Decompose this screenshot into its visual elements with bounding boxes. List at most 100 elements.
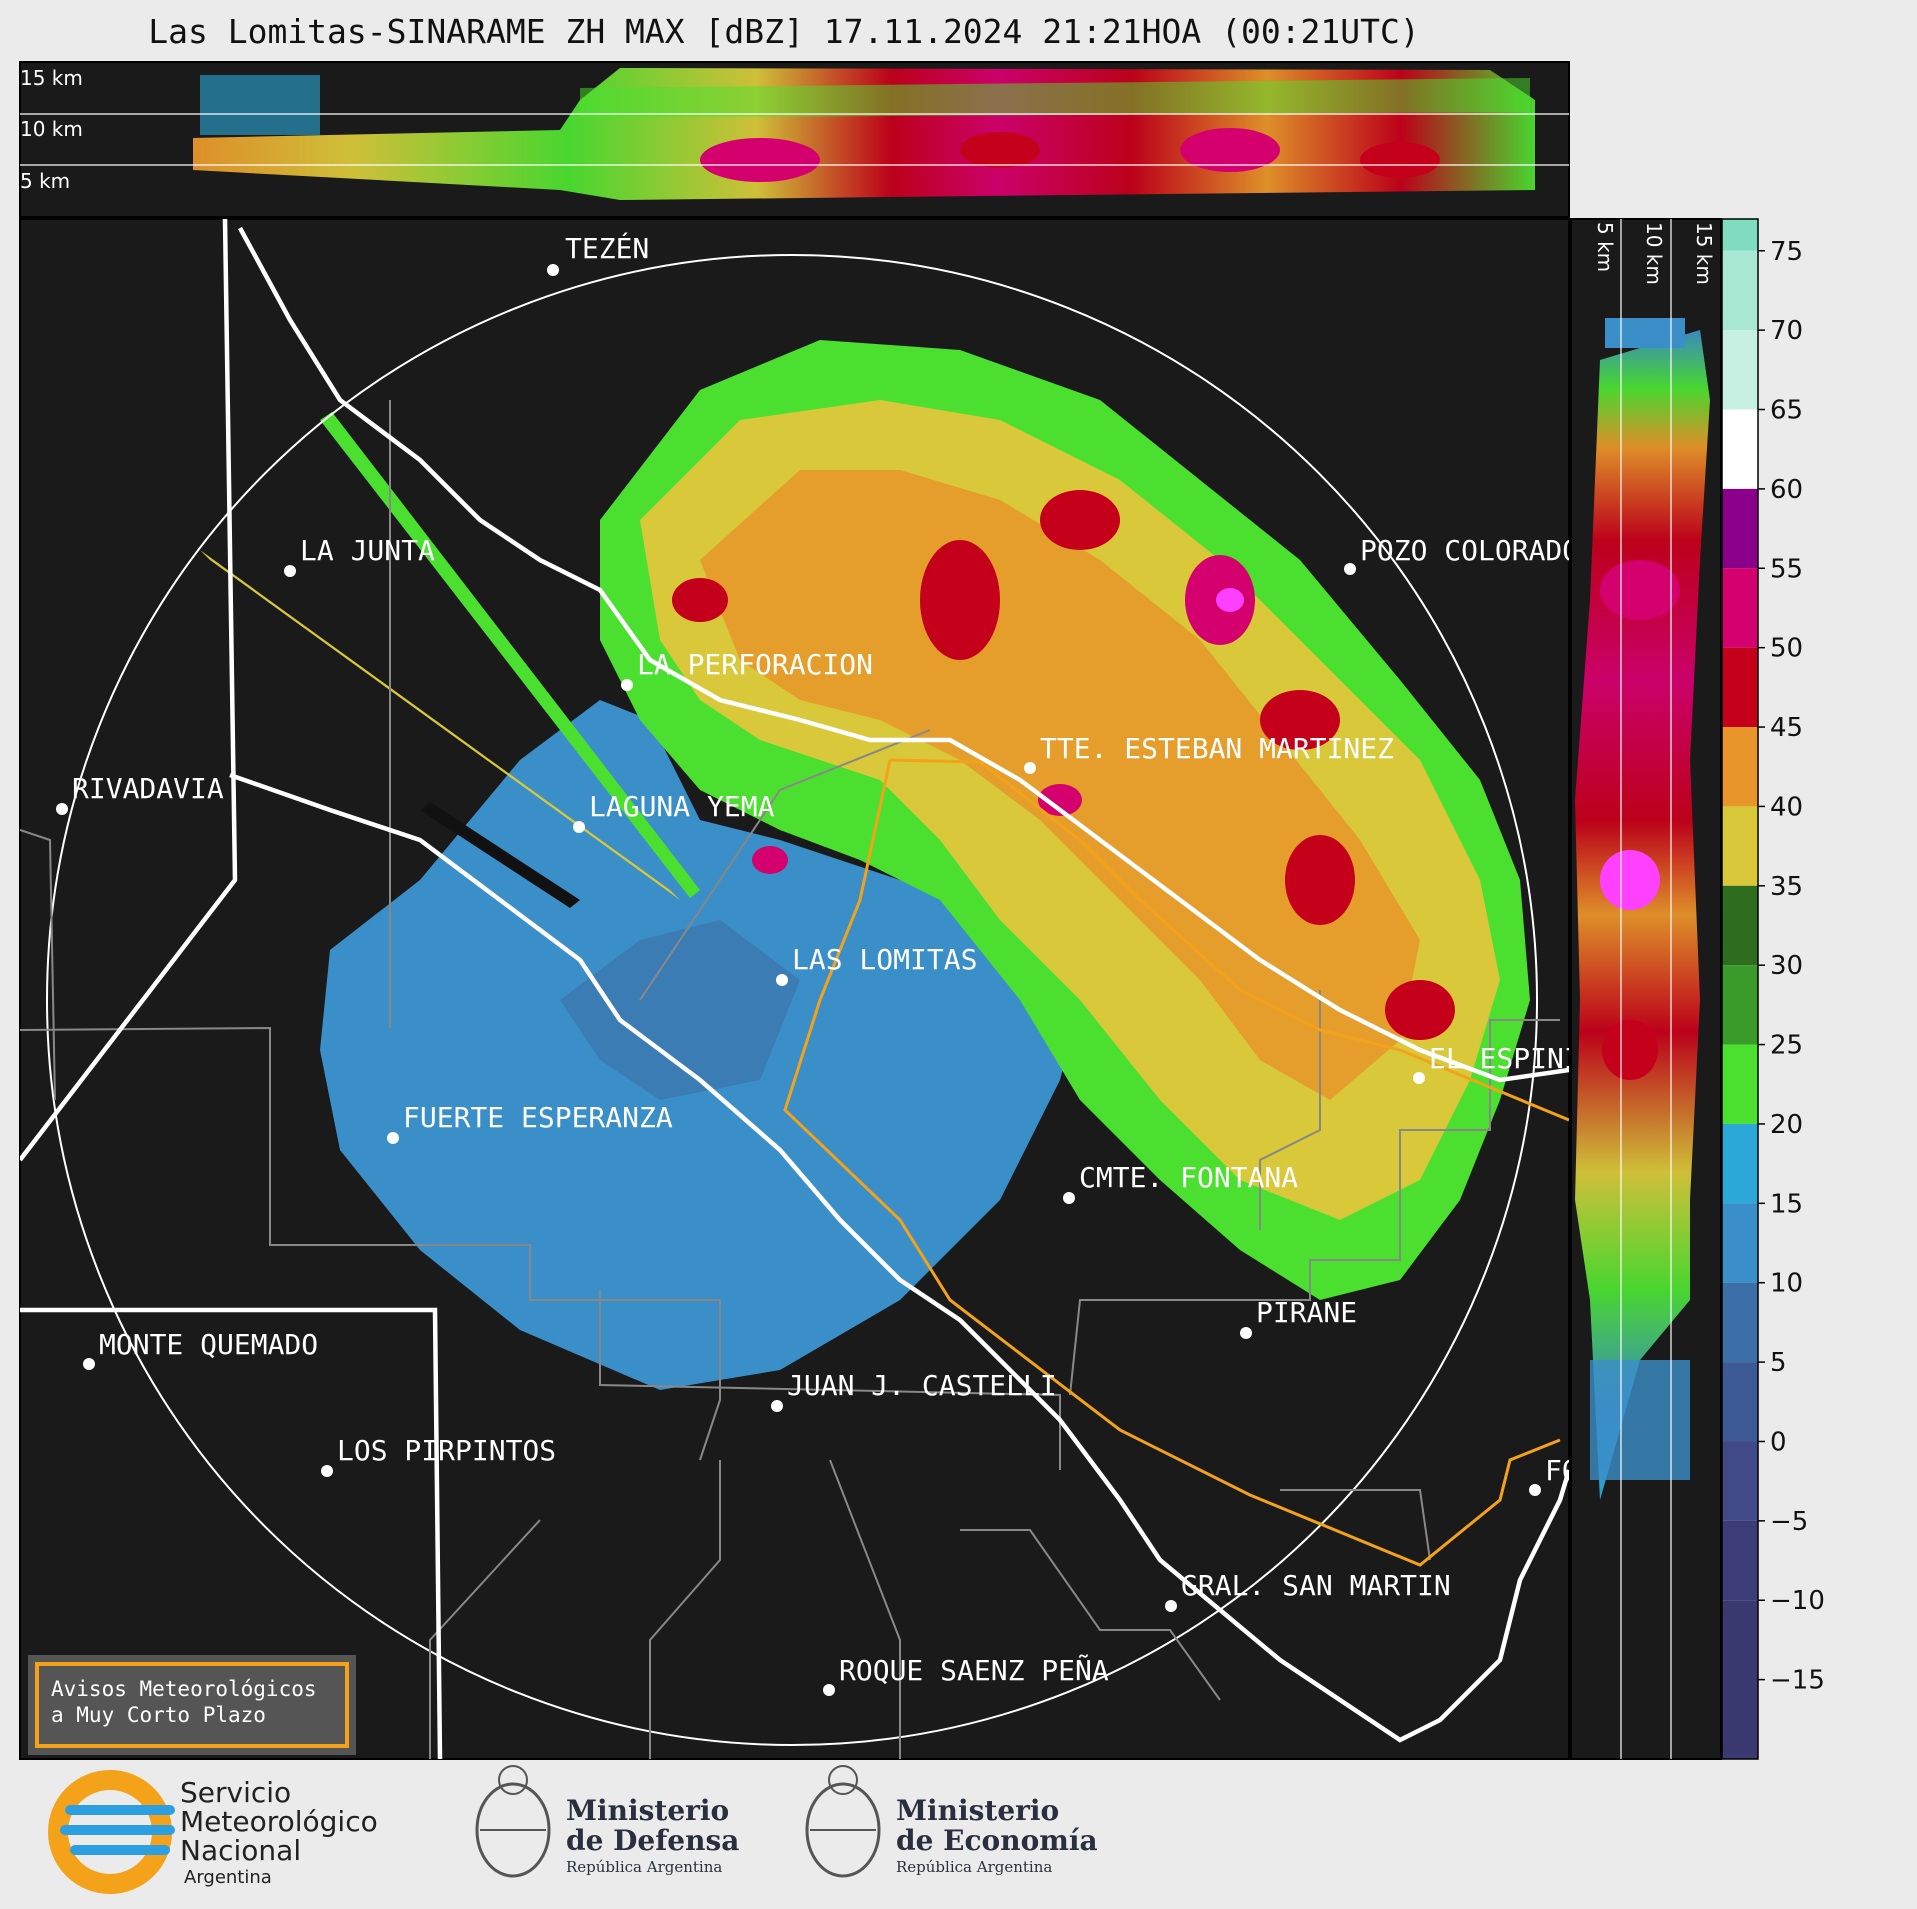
notice-line2: a Muy Corto Plazo (51, 1703, 266, 1727)
economia-line1: Ministerio (896, 1794, 1059, 1827)
place-label-el-espinillo: EL ESPINILLO (1429, 1042, 1631, 1075)
marker-el-espinillo (1413, 1072, 1425, 1084)
colorbar-tick-label: 75 (1770, 237, 1803, 267)
colorbar-segment (1722, 409, 1758, 489)
marker-los-pirpintos (321, 1465, 333, 1477)
colorbar-segment (1722, 727, 1758, 807)
side-height-label-5: 5 km (1593, 222, 1617, 272)
place-label-formosa: FORMOSA (1545, 1454, 1663, 1487)
colorbar-tick-label: 55 (1770, 554, 1803, 584)
side-height-label-10: 10 km (1642, 222, 1666, 285)
footer: Servicio Meteorológico Nacional Argentin… (48, 1765, 1098, 1894)
place-label-monte-quemado: MONTE QUEMADO (99, 1328, 318, 1361)
side-height-label-15: 15 km (1692, 222, 1716, 285)
orange-zone-line (889, 758, 1569, 1122)
defensa-line2: de Defensa (566, 1824, 739, 1857)
notice-line1: Avisos Meteorológicos (51, 1677, 317, 1701)
marker-rivadavia (56, 803, 68, 815)
place-label-fuerte-esperanza: FUERTE ESPERANZA (403, 1101, 673, 1134)
marker-gral-san-martin (1165, 1600, 1177, 1612)
top-echo-band (193, 68, 1535, 200)
colorbar-tick-label: 70 (1770, 316, 1803, 346)
smn-line3: Nacional (180, 1834, 301, 1867)
coat-of-arms-icon (805, 1782, 881, 1878)
place-label-los-pirpintos: LOS PIRPINTOS (337, 1434, 556, 1467)
marker-pozo-colorado (1344, 563, 1356, 575)
colorbar-segment (1722, 1362, 1758, 1442)
place-label-laguna-yema: LAGUNA YEMA (589, 790, 775, 823)
colorbar-segment (1722, 1203, 1758, 1283)
top-height-label-10: 10 km (20, 117, 83, 141)
top-height-label-15: 15 km (20, 66, 83, 90)
place-label-cmte-fontana: CMTE. FONTANA (1079, 1161, 1298, 1194)
place-label-juan-j-castelli: JUAN J. CASTELLI (787, 1369, 1057, 1402)
colorbar-tick-label: 5 (1770, 1348, 1787, 1378)
colorbar-tick-label: 25 (1770, 1031, 1803, 1061)
colorbar-tick-label: 20 (1770, 1110, 1803, 1140)
marker-laguna-yema (573, 821, 585, 833)
smn-wave-icon (65, 1805, 175, 1815)
colorbar-tick-label: 65 (1770, 396, 1803, 426)
colorbar-tick-label: −10 (1770, 1586, 1825, 1616)
colorbar-segment (1722, 330, 1758, 410)
colorbar-segment (1722, 1441, 1758, 1521)
smn-logo: Servicio Meteorológico Nacional Argentin… (48, 1770, 378, 1894)
colorbar-frame (1721, 218, 1759, 1760)
radar-map: TEZÉN LA JUNTA POZO COLORADO LA PERFORAC… (19, 218, 1663, 1760)
place-label-tte-esteban-martinez: TTE. ESTEBAN MARTINEZ (1040, 732, 1394, 765)
marker-fuerte-esperanza (387, 1132, 399, 1144)
colorbar-segment (1722, 1044, 1758, 1124)
marker-cmte-fontana (1063, 1192, 1075, 1204)
smn-line2: Meteorológico (180, 1805, 378, 1838)
side-cross-section: 5 km 10 km 15 km (1570, 218, 1722, 1760)
colorbar-segment (1722, 965, 1758, 1045)
colorbar-segment (1722, 885, 1758, 966)
colorbar-segment (1722, 568, 1758, 648)
marker-tte-esteban-martinez (1024, 762, 1036, 774)
place-label-rivadavia: RIVADAVIA (72, 772, 224, 805)
colorbar-tick-label: −15 (1770, 1666, 1825, 1696)
marker-formosa (1529, 1484, 1541, 1496)
economia-line2: de Economía (896, 1824, 1098, 1857)
place-label-roque-saenz-pena: ROQUE SAENZ PEÑA (839, 1653, 1109, 1687)
orange-zone-outline (783, 759, 1561, 1567)
place-label-pirane: PIRANE (1256, 1296, 1357, 1329)
colorbar-tick-label: 10 (1770, 1269, 1803, 1299)
department-boundaries (20, 400, 1560, 1759)
place-label-gral-san-martin: GRAL. SAN MARTIN (1181, 1569, 1451, 1602)
colorbar-segment (1722, 219, 1758, 251)
colorbar-tick-label: 40 (1770, 792, 1803, 822)
notice-box-border: Avisos Meteorológicos a Muy Corto Plazo (35, 1662, 349, 1748)
defensa-line1: Ministerio (566, 1794, 729, 1827)
place-label-la-junta: LA JUNTA (300, 534, 435, 567)
colorbar-tick-label: 45 (1770, 713, 1803, 743)
marker-monte-quemado (83, 1358, 95, 1370)
colorbar-segment (1722, 1123, 1758, 1204)
economia-line3: República Argentina (896, 1858, 1052, 1876)
province-boundaries (20, 219, 1569, 1759)
colorbar-tick-label: 50 (1770, 634, 1803, 664)
notice-box[interactable]: Avisos Meteorológicos a Muy Corto Plazo (28, 1655, 356, 1755)
top-height-label-5: 5 km (20, 169, 70, 193)
marker-juan-j-castelli (771, 1400, 783, 1412)
colorbar-tick-label: 60 (1770, 475, 1803, 505)
colorbar-tick-label: 35 (1770, 872, 1803, 902)
top-cross-section: 15 km 10 km 5 km (19, 61, 1570, 218)
smn-line4: Argentina (184, 1867, 272, 1888)
marker-pirane (1240, 1327, 1252, 1339)
place-label-pozo-colorado: POZO COLORADO (1360, 534, 1579, 567)
colorbar-segment (1722, 1600, 1758, 1759)
marker-la-perforacion (621, 679, 633, 691)
colorbar-segment (1722, 1282, 1758, 1363)
range-ring (46, 254, 1538, 1746)
defensa-logo: Ministerio de Defensa República Argentin… (475, 1765, 739, 1878)
colorbar-tick-label: 0 (1770, 1427, 1787, 1457)
marker-roque-saenz-pena (823, 1684, 835, 1696)
colorbar-segment (1722, 647, 1758, 728)
colorbar-segment (1722, 806, 1758, 886)
side-echo-band (1575, 318, 1710, 1500)
coat-of-arms-icon (475, 1782, 551, 1878)
economia-logo: Ministerio de Economía República Argenti… (805, 1765, 1098, 1878)
marker-la-junta (284, 565, 296, 577)
